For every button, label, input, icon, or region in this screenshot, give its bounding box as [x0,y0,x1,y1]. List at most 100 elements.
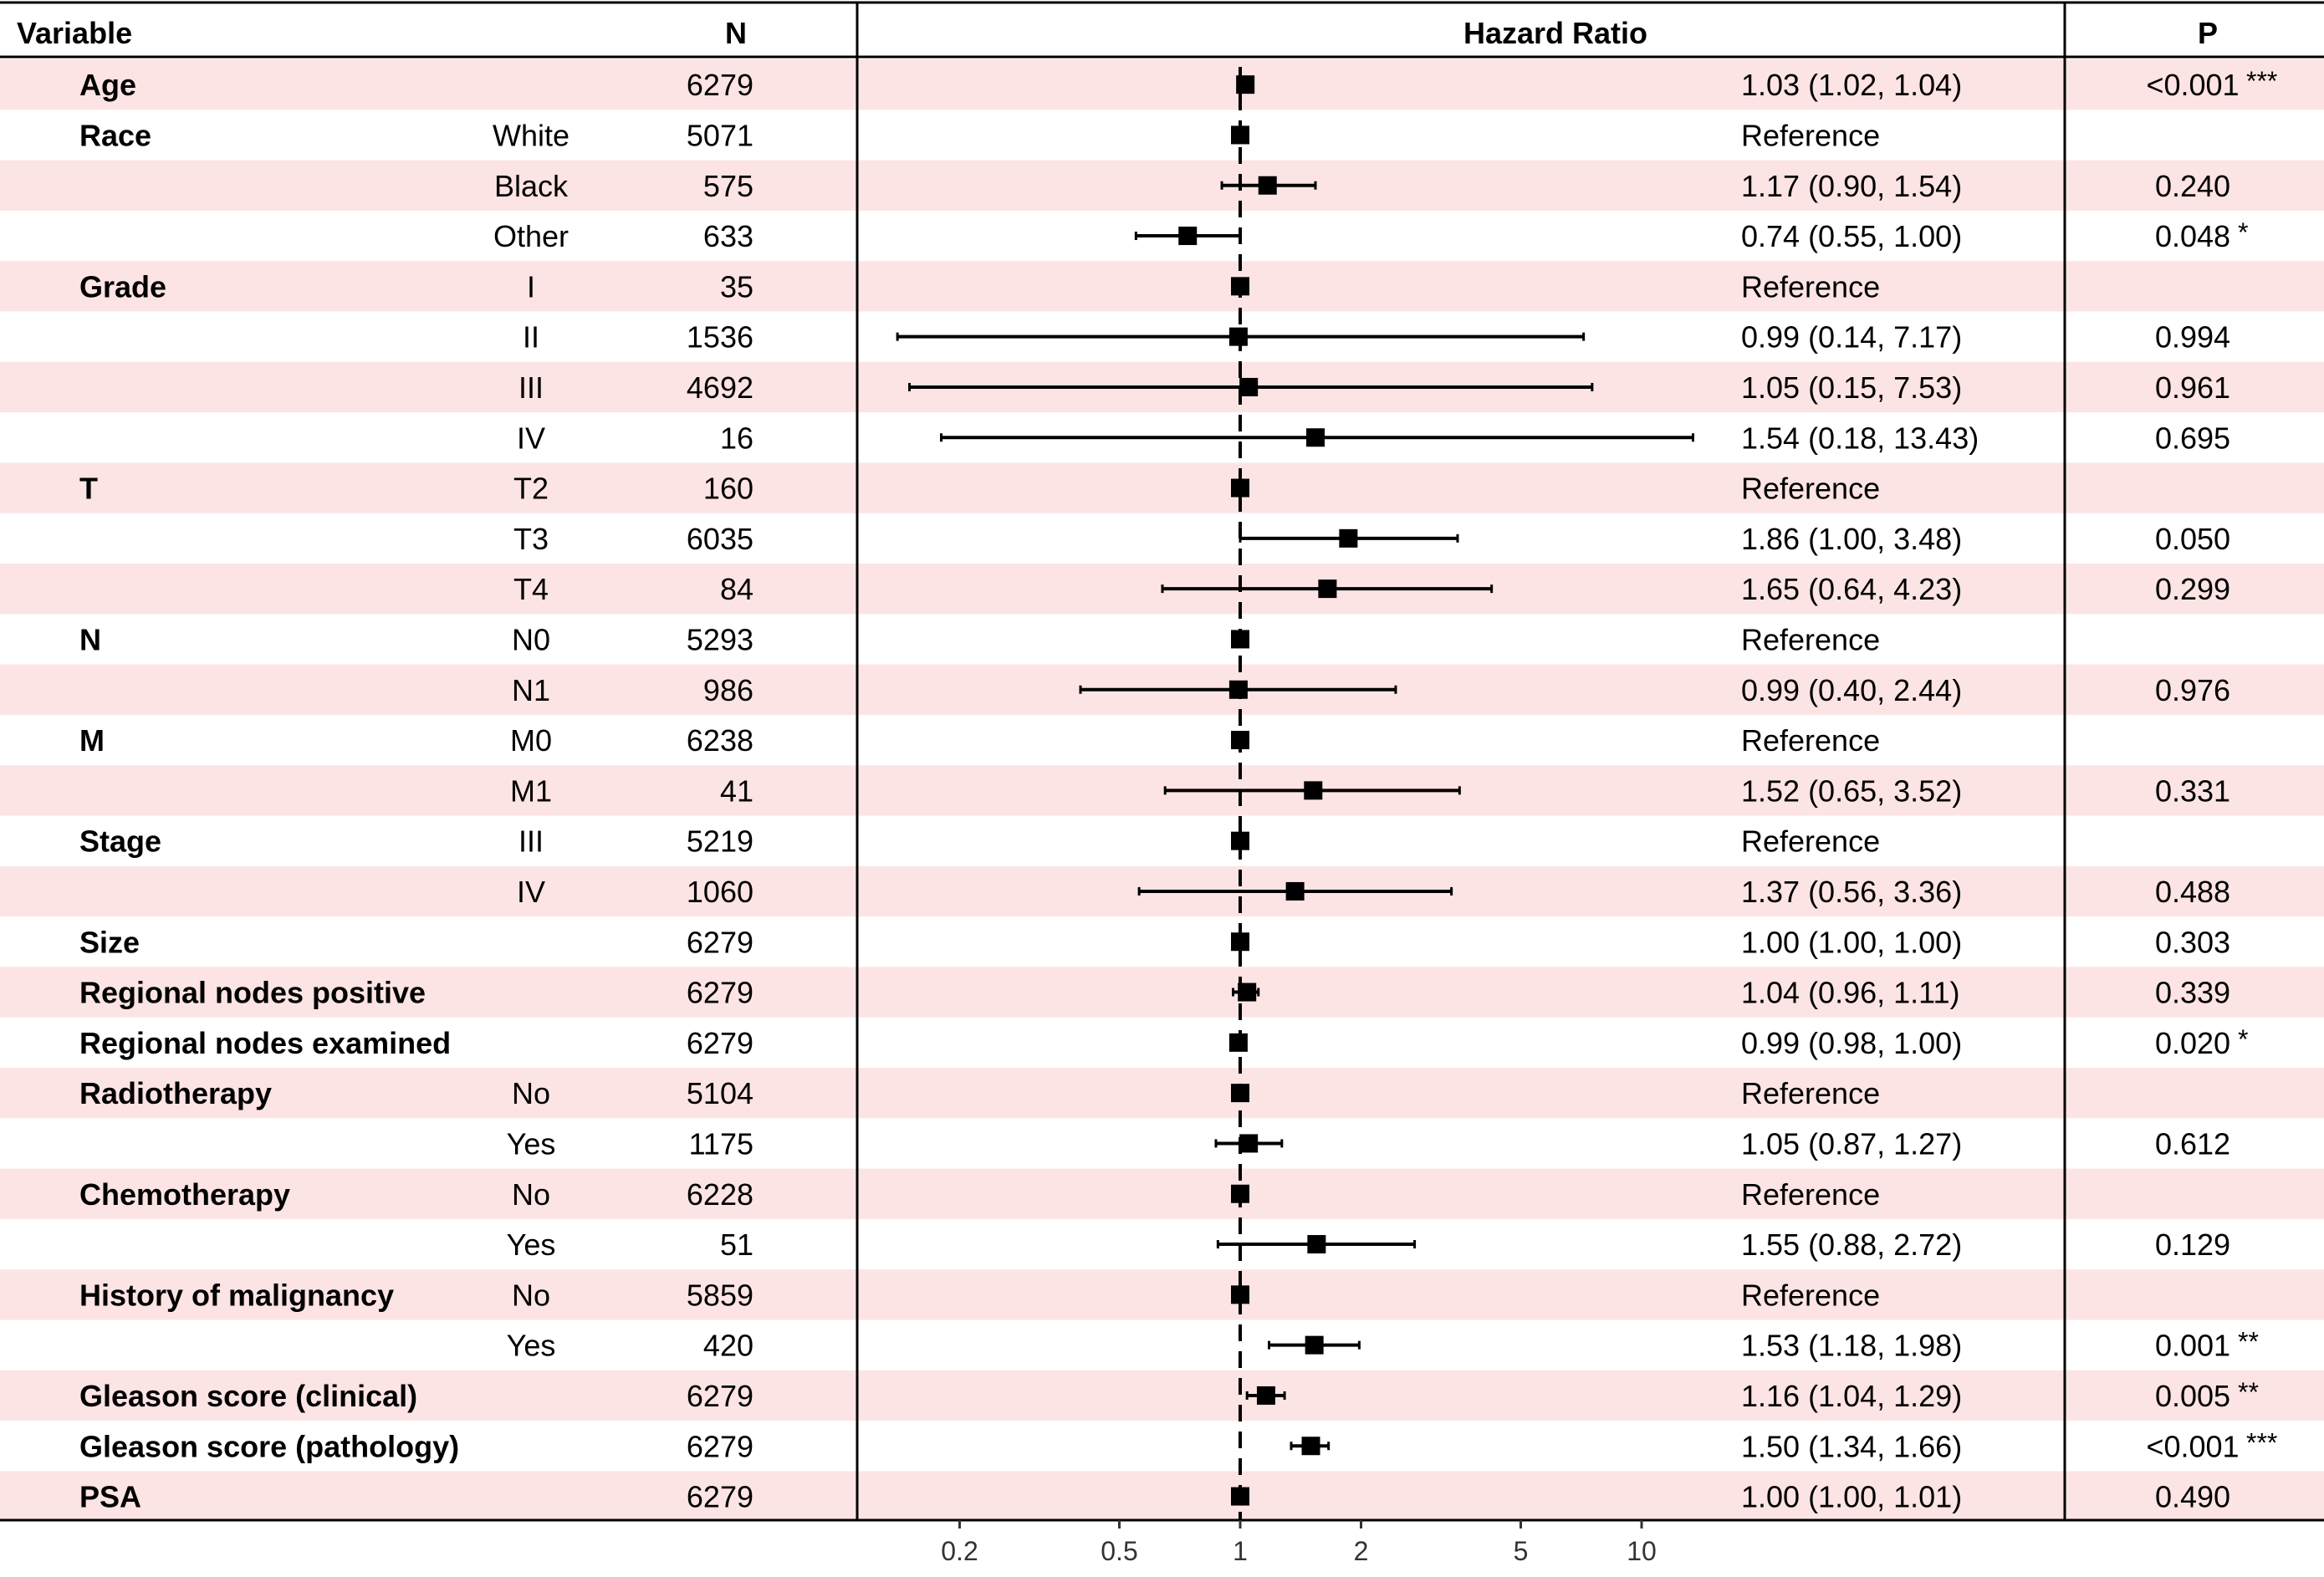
hr-point [1301,1437,1320,1456]
x-tick-label: 0.2 [941,1536,978,1566]
n-value: 6035 [687,522,753,556]
n-value: 1060 [687,875,753,909]
variable-label: Gleason score (clinical) [79,1379,417,1413]
n-value: 633 [703,219,753,253]
hr-point [1231,1487,1249,1506]
row-band [0,462,2324,513]
p-value: 0.048 [2155,219,2230,253]
hr-point [1231,831,1249,850]
table-row: T T2 160 Reference [79,472,1880,506]
p-value: 0.490 [2155,1480,2230,1514]
n-value: 6279 [687,1026,753,1060]
header-hazard-ratio: Hazard Ratio [1463,16,1647,50]
table-row: N1 986 0.99 (0.40, 2.44) 0.976 [512,673,2230,707]
hr-text: 1.54 (0.18, 13.43) [1741,421,1979,455]
variable-label: Radiotherapy [79,1076,272,1110]
row-band [0,59,2324,110]
hr-point [1231,1084,1249,1103]
hr-text: 1.00 (1.00, 1.00) [1741,925,1962,959]
hr-text: Reference [1741,1278,1880,1312]
level-label: Black [494,169,569,203]
p-value: <0.001 [2146,68,2239,102]
level-label: Other [493,219,569,253]
row-band [0,1068,2324,1119]
column-headers: Variable N Hazard Ratio P [17,16,2218,50]
table-frame [0,1,2324,1522]
level-label: T2 [513,472,549,506]
table-row: Stage III 5219 Reference [79,824,1880,859]
variable-label: Size [79,925,140,959]
hr-text: Reference [1741,269,1880,304]
table-row: M1 41 1.52 (0.65, 3.52) 0.331 [510,773,2230,808]
hr-text: 1.50 (1.34, 1.66) [1741,1429,1962,1463]
header-p: P [2198,16,2218,50]
hr-point [1256,1386,1275,1405]
level-label: I [527,269,535,304]
p-value: 0.994 [2155,320,2230,355]
significance-stars: * [2238,1024,2248,1054]
table-row: Regional nodes examined 6279 0.99 (0.98, 1… [79,1024,2248,1060]
x-tick-label: 10 [1627,1536,1657,1566]
significance-stars: * [2238,217,2248,248]
hr-point [1231,1184,1249,1203]
variable-label: Chemotherapy [79,1177,290,1212]
hr-point [1339,528,1358,548]
hr-text: Reference [1741,824,1880,859]
variable-label: Grade [79,269,166,304]
p-value: 0.339 [2155,976,2230,1010]
level-label: IV [517,875,545,909]
hr-text: 1.17 (0.90, 1.54) [1741,169,1962,203]
n-value: 986 [703,673,753,707]
hr-point [1231,731,1249,750]
table-row: History of malignancy No 5859 Reference [79,1278,1880,1312]
level-label: T3 [513,522,549,556]
hr-point [1231,932,1249,952]
variable-label: M [79,723,105,758]
hr-text: 1.53 (1.18, 1.98) [1741,1329,1962,1363]
hr-point [1258,176,1277,195]
hr-text: 0.99 (0.40, 2.44) [1741,673,1962,707]
hr-text: Reference [1741,118,1880,152]
header-variable: Variable [17,16,132,50]
significance-stars: ** [2238,1377,2259,1407]
n-value: 6279 [687,1379,753,1413]
hr-point [1318,579,1337,599]
hr-point [1285,881,1305,901]
level-label: No [512,1177,550,1212]
hr-point [1228,680,1248,699]
variable-label: N [79,622,101,656]
hr-point [1231,630,1249,649]
table-row: Age 6279 1.03 (1.02, 1.04) <0.001 *** [79,66,2277,102]
p-value: 0.001 [2155,1329,2230,1363]
x-axis: 0.2 0.5 1 2 5 10 [941,1520,1657,1566]
hr-text: Reference [1741,1076,1880,1110]
hr-text: Reference [1741,1177,1880,1212]
n-value: 6279 [687,68,753,102]
hr-point [1238,982,1257,1002]
hr-point [1305,1335,1324,1355]
significance-stars: ** [2238,1327,2259,1357]
level-label: III [518,824,544,859]
level-label: M1 [510,773,552,808]
row-band [0,160,2324,211]
hr-text: 1.00 (1.00, 1.01) [1741,1480,1962,1514]
table-row: III 4692 1.05 (0.15, 7.53) 0.961 [518,370,2230,405]
significance-stars: *** [2246,1427,2277,1457]
hr-point [1228,327,1248,346]
n-value: 420 [703,1329,753,1363]
hr-point [1239,377,1259,396]
table-row: IV 1060 1.37 (0.56, 3.36) 0.488 [517,875,2230,909]
n-value: 4692 [687,370,753,405]
table-row: T4 84 1.65 (0.64, 4.23) 0.299 [513,572,2230,606]
variable-label: Regional nodes examined [79,1026,451,1060]
table-row: Chemotherapy No 6228 Reference [79,1177,1880,1212]
x-tick-label: 1 [1233,1536,1248,1566]
level-label: II [523,320,539,355]
n-value: 5859 [687,1278,753,1312]
variable-label: T [79,472,98,506]
hr-text: 1.55 (0.88, 2.72) [1741,1227,1962,1262]
variable-label: Stage [79,824,161,859]
n-value: 6279 [687,1480,753,1514]
table-rows: Age 6279 1.03 (1.02, 1.04) <0.001 ***Race Whi… [79,66,2277,1513]
p-value: 0.020 [2155,1026,2230,1060]
